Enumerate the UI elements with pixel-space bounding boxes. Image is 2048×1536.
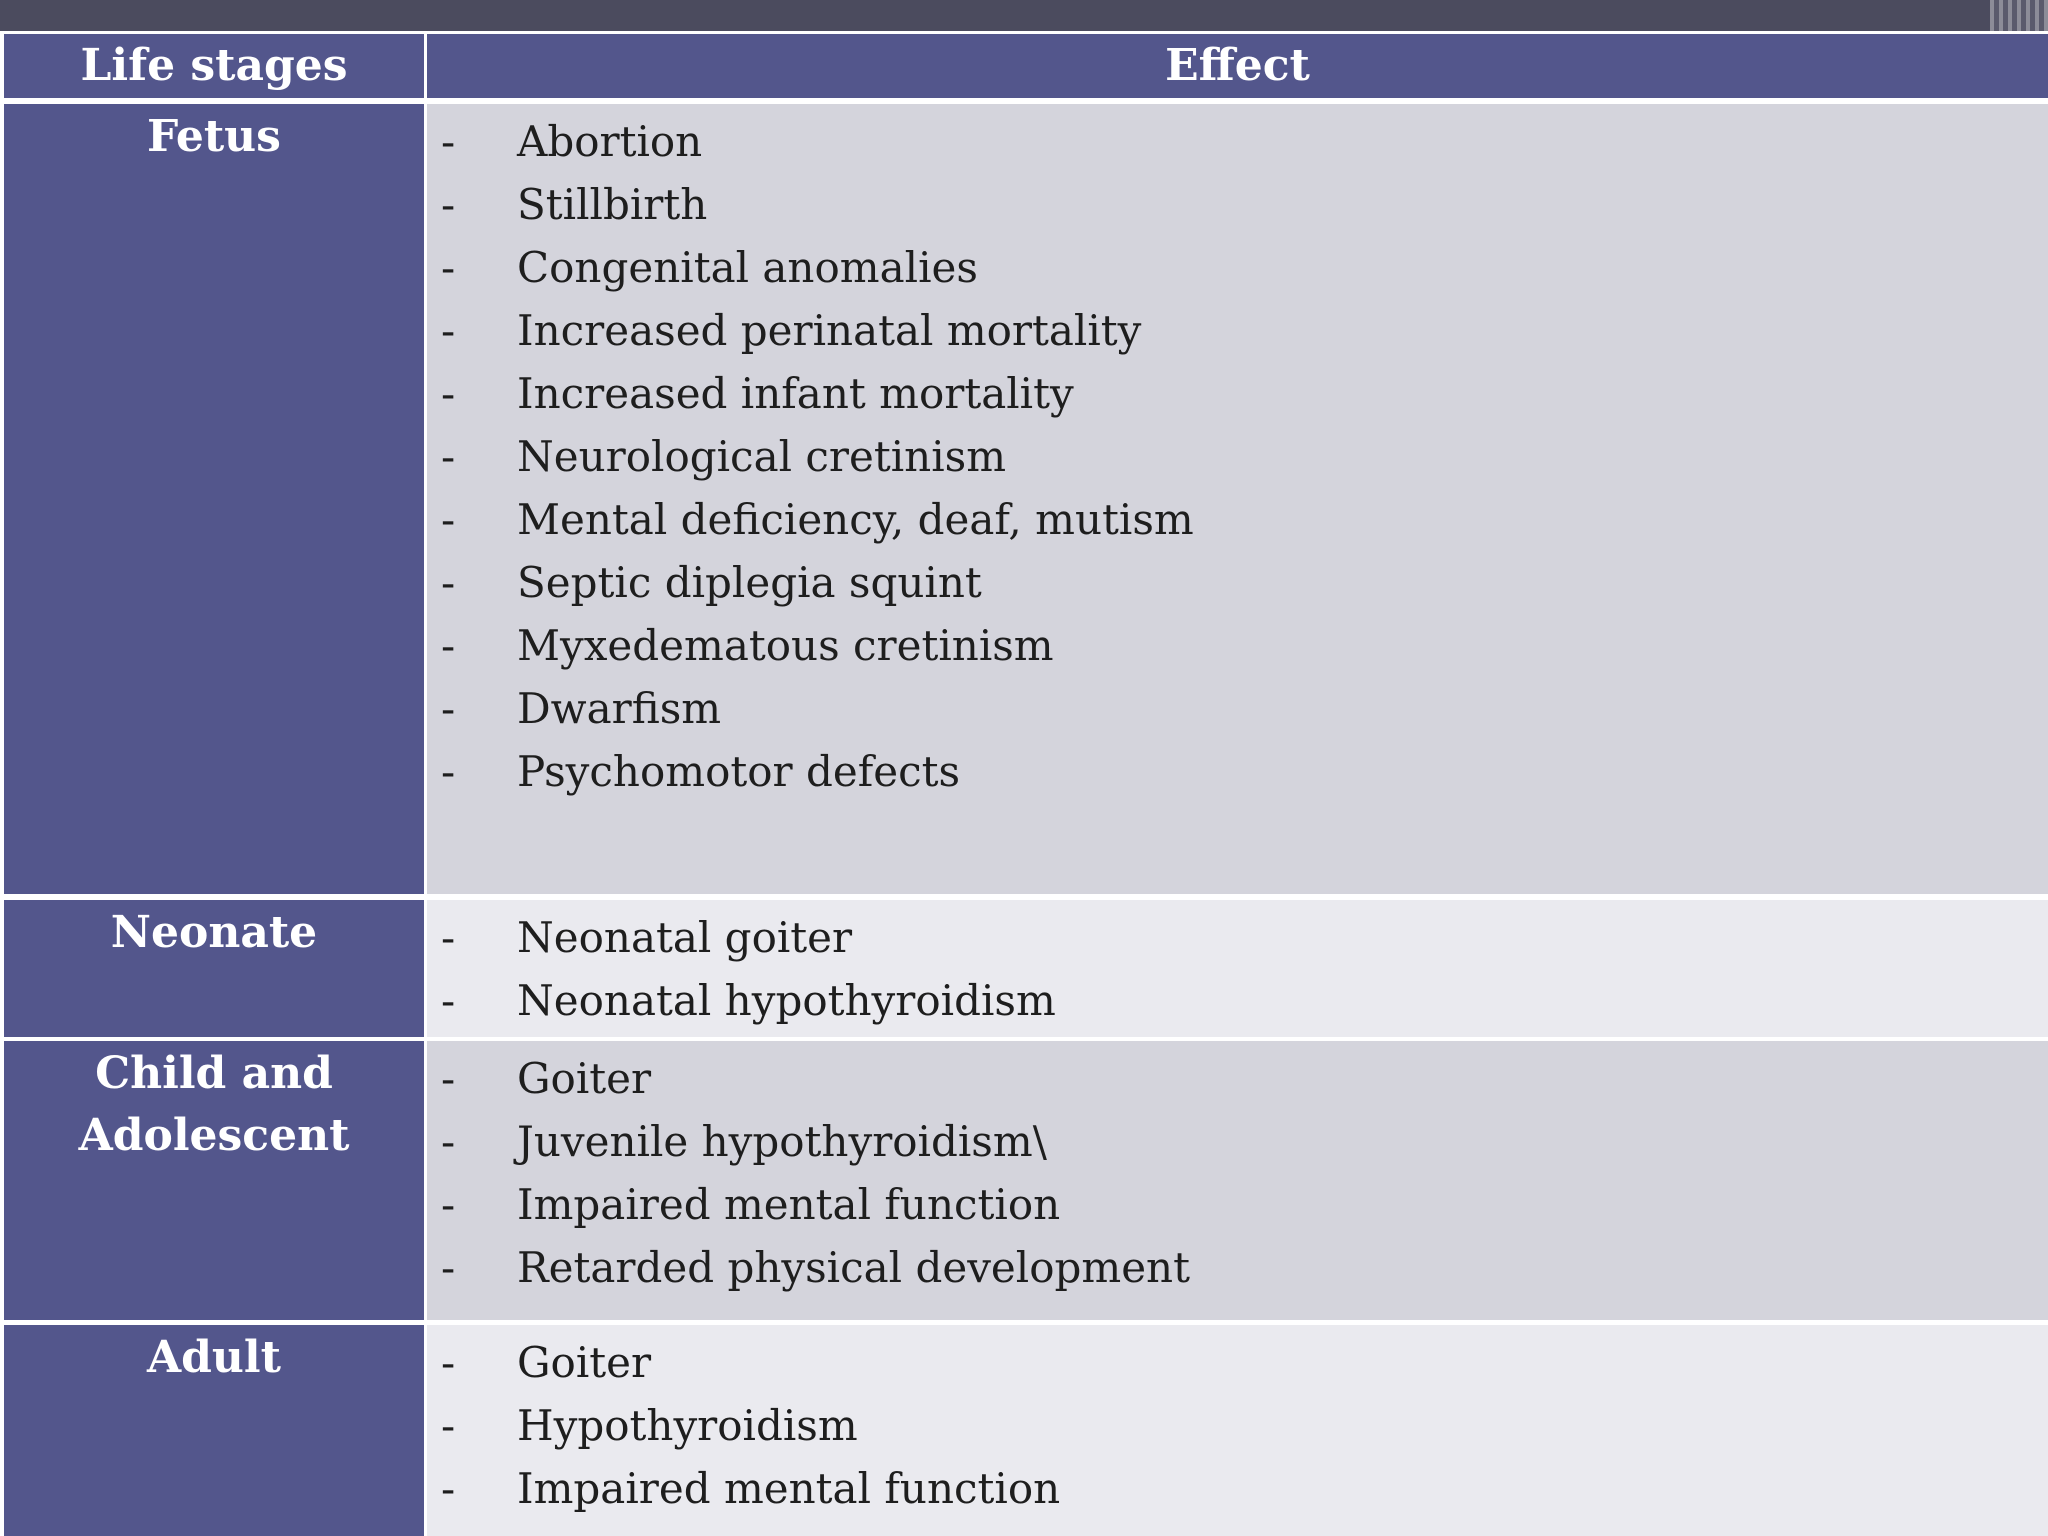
stage-cell-child-adolescent: Child and Adolescent xyxy=(4,1041,424,1320)
list-item: - Septic diplegia squint xyxy=(427,551,2048,614)
bullet-dash: - xyxy=(441,684,456,733)
effect-text: Myxedematous cretinism xyxy=(517,621,1054,670)
list-item: - Dwarfism xyxy=(427,677,2048,740)
bullet-dash: - xyxy=(441,913,456,962)
list-item: - Impaired mental function xyxy=(427,1173,2048,1236)
stage-cell-neonate: Neonate xyxy=(4,900,424,1037)
effect-text: Congenital anomalies xyxy=(517,243,978,292)
bullet-dash: - xyxy=(441,976,456,1025)
effect-text: Abortion xyxy=(517,117,703,166)
effect-text: Retarded physical development xyxy=(517,1243,1190,1292)
effect-text: Psychomotor defects xyxy=(517,747,961,796)
list-item: - Psychomotor defects xyxy=(427,740,2048,803)
effect-text: Dwarfism xyxy=(517,684,722,733)
bullet-dash: - xyxy=(441,1180,456,1229)
list-item: - Increased infant mortality xyxy=(427,362,2048,425)
list-item: - Retarded physical development xyxy=(427,1236,2048,1299)
bullet-dash: - xyxy=(441,495,456,544)
list-item: - Impaired mental function xyxy=(427,1457,2048,1520)
bullet-dash: - xyxy=(441,621,456,670)
effect-text: Neonatal goiter xyxy=(517,913,853,962)
list-item: - Neonatal hypothyroidism xyxy=(427,969,2048,1032)
list-item: - Neurological cretinism xyxy=(427,425,2048,488)
effect-text: Mental deficiency, deaf, mutism xyxy=(517,495,1194,544)
bullet-dash: - xyxy=(441,1338,456,1387)
effect-text: Neurological cretinism xyxy=(517,432,1007,481)
bullet-dash: - xyxy=(441,1464,456,1513)
list-item: - Congenital anomalies xyxy=(427,236,2048,299)
effect-text: Goiter xyxy=(517,1338,652,1387)
effect-text: Stillbirth xyxy=(517,180,708,229)
list-item: - Hypothyroidism xyxy=(427,1394,2048,1457)
list-item: - Goiter xyxy=(427,1047,2048,1110)
list-item: - Stillbirth xyxy=(427,173,2048,236)
effect-text: Increased perinatal mortality xyxy=(517,306,1142,355)
effect-text: Septic diplegia squint xyxy=(517,558,982,607)
stage-cell-adult: Adult xyxy=(4,1325,424,1536)
effect-text: Juvenile hypothyroidism\ xyxy=(517,1117,1047,1166)
stage-cell-fetus: Fetus xyxy=(4,104,424,894)
effects-cell-neonate: - Neonatal goiter - Neonatal hypothyroidis… xyxy=(427,900,2048,1037)
bullet-dash: - xyxy=(441,117,456,166)
list-item: - Abortion xyxy=(427,110,2048,173)
bullet-dash: - xyxy=(441,369,456,418)
effects-cell-fetus: - Abortion - Stillbirth - Congenital anomal… xyxy=(427,104,2048,894)
bullet-dash: - xyxy=(441,1401,456,1450)
bullet-dash: - xyxy=(441,747,456,796)
bullet-dash: - xyxy=(441,558,456,607)
bullet-dash: - xyxy=(441,432,456,481)
effect-text: Increased infant mortality xyxy=(517,369,1074,418)
effect-text: Impaired mental function xyxy=(517,1180,1061,1229)
life-stage-effects-table: Life stages Effect Fetus - Abortion - Stil… xyxy=(0,31,2048,1536)
list-item: - Myxedematous cretinism xyxy=(427,614,2048,677)
effect-text: Impaired mental function xyxy=(517,1464,1061,1513)
effects-cell-child-adolescent: - Goiter - Juvenile hypothyroidism\ - Impai… xyxy=(427,1041,2048,1320)
bullet-dash: - xyxy=(441,1243,456,1292)
bullet-dash: - xyxy=(441,1054,456,1103)
effects-cell-adult: - Goiter - Hypothyroidism - Impaired mental… xyxy=(427,1325,2048,1536)
effect-text: Hypothyroidism xyxy=(517,1401,858,1450)
bullet-dash: - xyxy=(441,180,456,229)
header-effect: Effect xyxy=(427,34,2048,98)
effect-text: Goiter xyxy=(517,1054,652,1103)
list-item: - Goiter xyxy=(427,1331,2048,1394)
bullet-dash: - xyxy=(441,243,456,292)
slide-top-bar xyxy=(0,0,2048,31)
effect-text: Neonatal hypothyroidism xyxy=(517,976,1056,1025)
list-item: - Increased perinatal mortality xyxy=(427,299,2048,362)
list-item: - Neonatal goiter xyxy=(427,906,2048,969)
slide-top-bar-edge xyxy=(1990,0,2048,31)
list-item: - Mental deficiency, deaf, mutism xyxy=(427,488,2048,551)
header-life-stages: Life stages xyxy=(4,34,424,98)
list-item: - Juvenile hypothyroidism\ xyxy=(427,1110,2048,1173)
bullet-dash: - xyxy=(441,1117,456,1166)
bullet-dash: - xyxy=(441,306,456,355)
